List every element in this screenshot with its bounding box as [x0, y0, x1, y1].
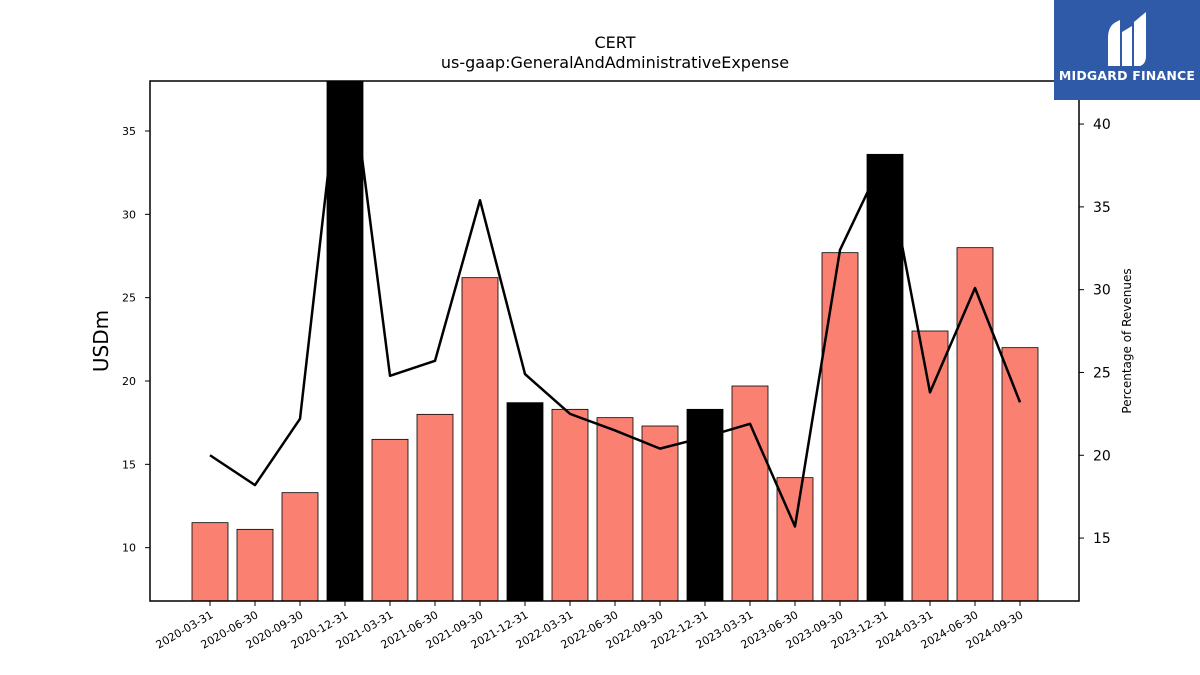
- midgard-logo-icon: [1108, 12, 1146, 66]
- y-tick-label: 25: [122, 292, 136, 305]
- y-axis-left: 10 15 20 25 30 35: [122, 125, 150, 555]
- bar-2024-06-30: [956, 247, 994, 601]
- y2-tick-label: 15: [1093, 531, 1111, 547]
- chart-title: CERT: [594, 33, 635, 52]
- y-tick-label: 10: [122, 542, 136, 555]
- y2-tick-label: 35: [1093, 200, 1111, 216]
- line-series: [209, 81, 1022, 528]
- bar-2023-03-31: [731, 385, 769, 601]
- y-tick-label: 35: [122, 125, 136, 138]
- y-tick-label: 15: [122, 458, 136, 471]
- bar-2020-03-31: [191, 522, 229, 601]
- bar-2020-06-30: [236, 528, 274, 601]
- bar-2021-03-31: [371, 438, 409, 601]
- bar-2020-09-30: [281, 492, 319, 601]
- y-axis-label: USDm: [89, 310, 113, 372]
- bar-2021-12-31: [506, 402, 544, 601]
- y-tick-label: 20: [122, 375, 136, 388]
- chart-subtitle: us-gaap:GeneralAndAdministrativeExpense: [441, 53, 789, 72]
- bar-2022-03-31: [551, 408, 589, 601]
- y2-tick-label: 40: [1093, 117, 1111, 133]
- bar-2024-09-30: [1001, 347, 1039, 601]
- y-axis-right: 15 20 25 30 35 40: [1079, 117, 1111, 547]
- bar-2022-06-30: [596, 417, 634, 601]
- bar-2021-06-30: [416, 413, 454, 601]
- y2-axis-label: Percentage of Revenues: [1120, 268, 1134, 413]
- y2-tick-label: 20: [1093, 448, 1111, 464]
- bar-series: [191, 81, 1039, 601]
- x-axis: 2020-03-312020-06-302020-09-302020-12-31…: [154, 601, 1026, 652]
- bar-2021-09-30: [461, 277, 499, 601]
- logo: MIDGARD FINANCE: [1054, 0, 1200, 100]
- y2-tick-label: 25: [1093, 365, 1111, 381]
- bar-2022-09-30: [641, 425, 679, 601]
- y2-tick-label: 30: [1093, 283, 1111, 299]
- logo-text: MIDGARD FINANCE: [1058, 68, 1196, 83]
- y-tick-label: 30: [122, 208, 136, 221]
- bar-2024-03-31: [911, 330, 949, 601]
- bar-2020-12-31: [326, 81, 364, 601]
- bar-2023-09-30: [821, 252, 859, 601]
